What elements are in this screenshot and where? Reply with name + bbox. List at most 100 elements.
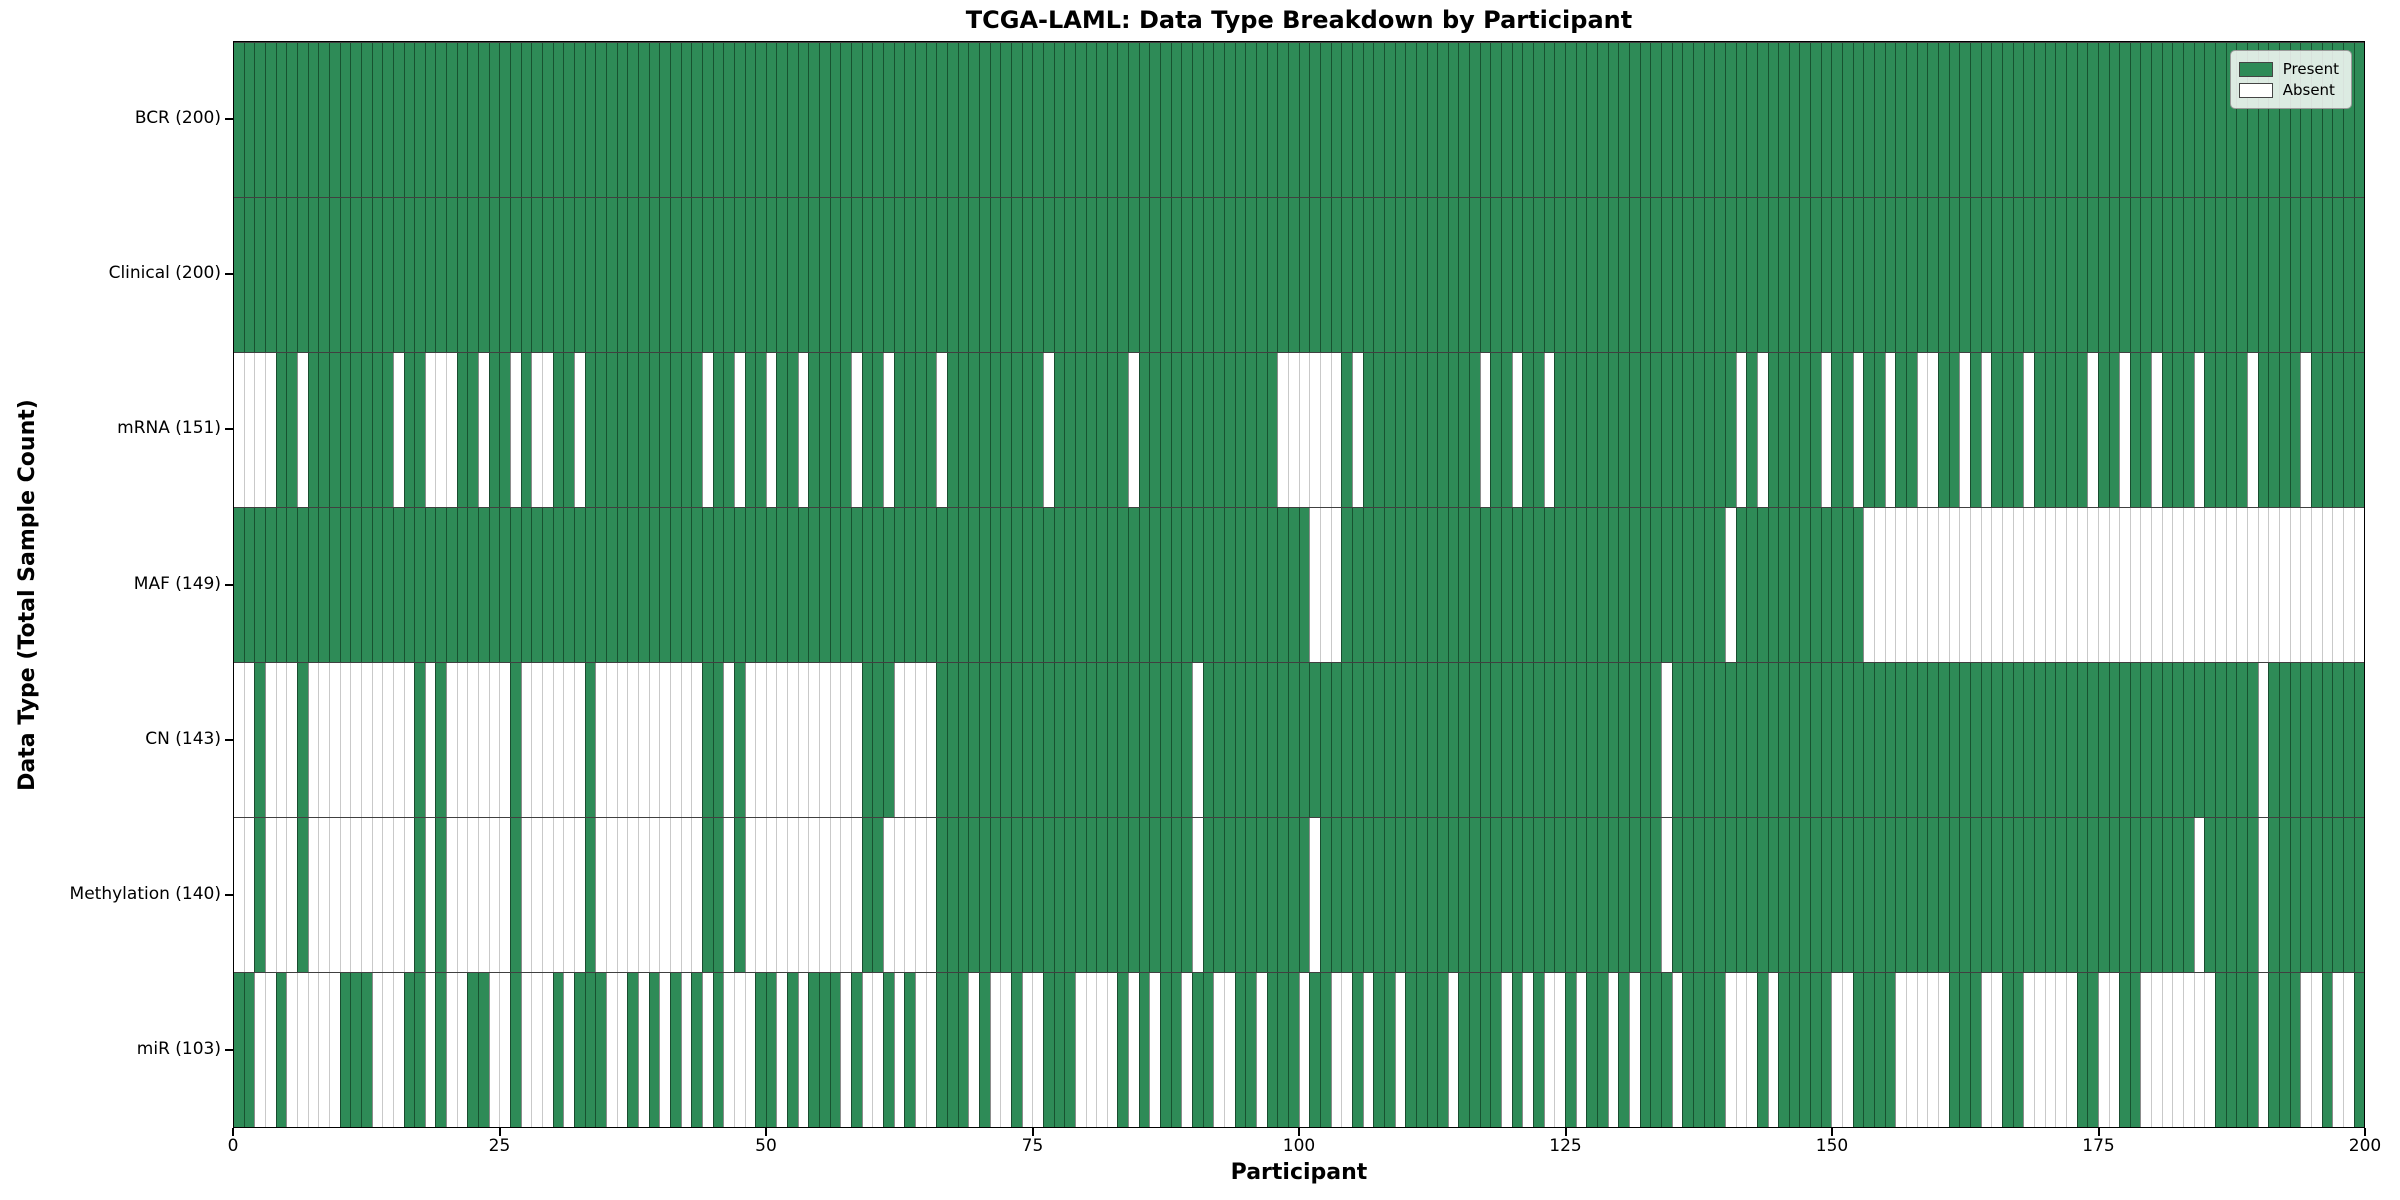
heatmap-cell [2257, 508, 2269, 662]
heatmap-cell [414, 198, 425, 352]
x-tick-label: 50 [755, 1136, 777, 1156]
heatmap-cell [1234, 43, 1246, 197]
heatmap-cell [1682, 43, 1693, 197]
heatmap-cell [510, 43, 521, 197]
heatmap-cell [1202, 198, 1214, 352]
heatmap-cell [563, 818, 574, 972]
heatmap-cell [1607, 353, 1619, 507]
heatmap-cell [1586, 43, 1597, 197]
heatmap-cell [1650, 353, 1661, 507]
heatmap-cell [1053, 973, 1065, 1127]
heatmap-cell [872, 353, 884, 507]
heatmap-cell [2140, 508, 2152, 662]
heatmap-cell [2129, 198, 2141, 352]
heatmap-cell [1959, 973, 1970, 1127]
heatmap-cell [1916, 973, 1928, 1127]
heatmap-cell [1074, 43, 1086, 197]
heatmap-cell [2332, 353, 2343, 507]
heatmap-cell [1756, 198, 1768, 352]
heatmap-cell [234, 818, 244, 972]
heatmap-cell [1575, 973, 1587, 1127]
heatmap-cell [1575, 818, 1587, 972]
heatmap-cell [2300, 353, 2311, 507]
heatmap-cell [1277, 663, 1288, 817]
heatmap-cell [1895, 508, 1907, 662]
heatmap-cell [2097, 43, 2109, 197]
heatmap-cell [1490, 43, 1502, 197]
heatmap-cell [1277, 818, 1288, 972]
heatmap-cell [2055, 973, 2066, 1127]
heatmap-cell [1746, 973, 1757, 1127]
heatmap-cell [1969, 43, 1981, 197]
heatmap-cell [1319, 818, 1331, 972]
heatmap-cell [1767, 973, 1779, 1127]
heatmap-cell [1256, 663, 1267, 817]
heatmap-cell [1511, 663, 1523, 817]
heatmap-cell [307, 973, 319, 1127]
heatmap-cell [1522, 508, 1534, 662]
heatmap-cell [488, 43, 500, 197]
heatmap-cell [1042, 663, 1054, 817]
heatmap-cell [1607, 508, 1619, 662]
heatmap-cell [1980, 508, 1992, 662]
heatmap-cell [1959, 43, 1970, 197]
heatmap-cell [1479, 43, 1491, 197]
heatmap-cell [787, 663, 798, 817]
heatmap-cell [1565, 818, 1576, 972]
heatmap-cell [520, 818, 532, 972]
heatmap-cell [2321, 973, 2333, 1127]
heatmap-cell [1767, 508, 1779, 662]
heatmap-cell [2183, 508, 2194, 662]
heatmap-cell [1373, 818, 1384, 972]
heatmap-cell [1074, 198, 1086, 352]
heatmap-cell [1415, 818, 1427, 972]
heatmap-cell [2193, 353, 2205, 507]
heatmap-cell [1991, 818, 2002, 972]
heatmap-cell [1895, 663, 1907, 817]
heatmap-cell [1053, 43, 1065, 197]
heatmap-cell [2172, 818, 2184, 972]
heatmap-cell [542, 663, 553, 817]
heatmap-cell [1948, 508, 1960, 662]
heatmap-cell [2055, 663, 2066, 817]
heatmap-cell [1053, 198, 1065, 352]
heatmap-cell [2183, 198, 2194, 352]
heatmap-cell [765, 663, 777, 817]
heatmap-cell [957, 43, 969, 197]
heatmap-cell [1469, 818, 1480, 972]
heatmap-cell [1213, 973, 1225, 1127]
heatmap-cell [1117, 198, 1129, 352]
heatmap-cell [2279, 353, 2290, 507]
heatmap-cell [403, 973, 415, 1127]
heatmap-cell [1831, 818, 1843, 972]
heatmap-cell [1991, 198, 2002, 352]
heatmap-cell [2321, 508, 2333, 662]
heatmap-cell [2215, 198, 2226, 352]
heatmap-cell [1415, 663, 1427, 817]
heatmap-cell [808, 818, 820, 972]
heatmap-cell [1447, 818, 1459, 972]
heatmap-cell [1533, 818, 1544, 972]
heatmap-cell [840, 818, 852, 972]
heatmap-cell [1565, 663, 1576, 817]
heatmap-cell [1863, 43, 1875, 197]
heatmap-cell [1799, 353, 1811, 507]
heatmap-cell [1628, 198, 1640, 352]
heatmap-cell [382, 818, 393, 972]
heatmap-cell [520, 353, 532, 507]
heatmap-cell [1245, 663, 1256, 817]
y-tick-label: Clinical (200) [108, 262, 221, 283]
heatmap-cell [2097, 663, 2109, 817]
heatmap-cell [1224, 508, 1235, 662]
heatmap-cell [307, 663, 319, 817]
heatmap-cell [1330, 198, 1342, 352]
heatmap-cell [1639, 663, 1651, 817]
heatmap-cell [1447, 663, 1459, 817]
heatmap-cell [1554, 663, 1566, 817]
heatmap-cell [1074, 353, 1086, 507]
heatmap-cell [1106, 663, 1118, 817]
heatmap-cell [1554, 508, 1566, 662]
heatmap-cell [542, 353, 553, 507]
heatmap-cell [382, 663, 393, 817]
heatmap-cell [1938, 43, 1949, 197]
